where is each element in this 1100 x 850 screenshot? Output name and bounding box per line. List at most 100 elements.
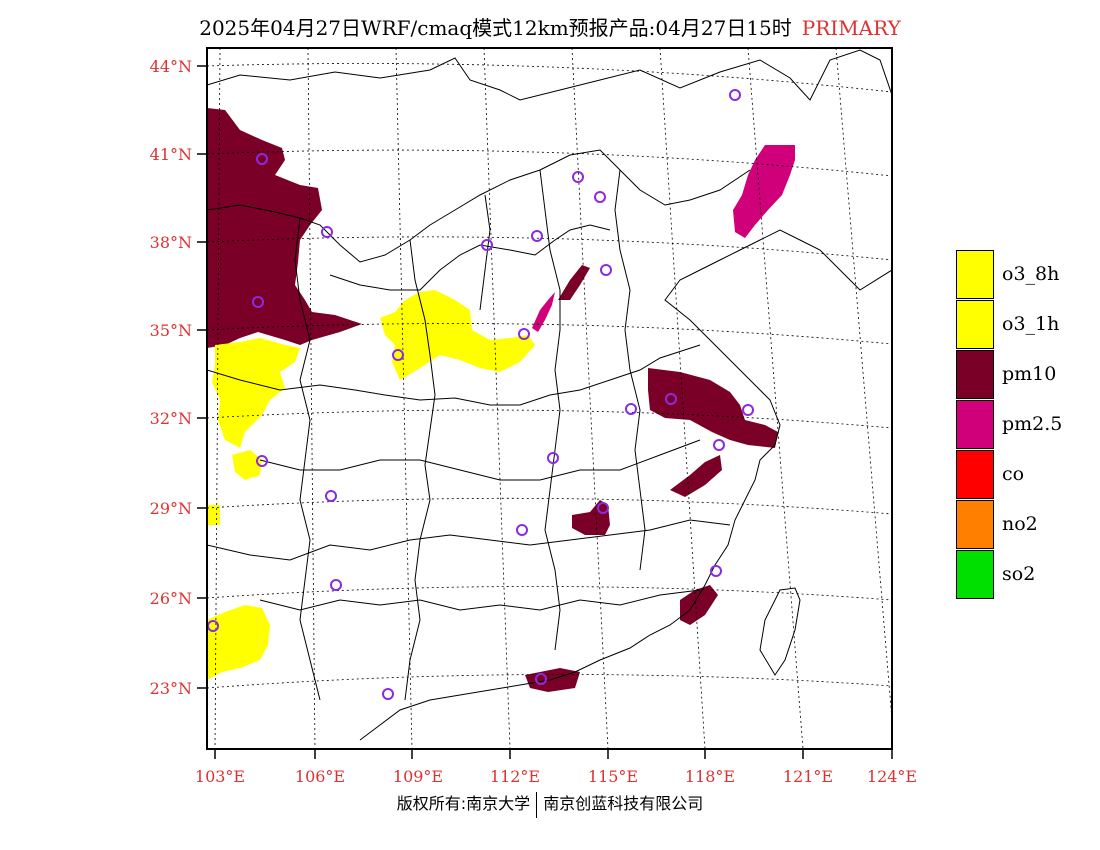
boundary-province-11 <box>479 194 491 311</box>
o3-region-sichuan-south <box>207 505 220 525</box>
boundary-province-10 <box>294 217 321 701</box>
station-marker <box>535 673 547 685</box>
o3-region-gansu <box>212 338 300 448</box>
o3-region-shaanxi <box>380 290 535 380</box>
station-marker <box>531 230 543 242</box>
pm10-region-hebei <box>558 265 590 300</box>
pm10-region-hunan <box>572 500 610 535</box>
boundary-taiwan <box>759 587 801 676</box>
legend-label: o3_8h <box>1002 263 1060 285</box>
station-marker <box>518 328 530 340</box>
legend-swatch <box>956 400 994 449</box>
lon-label: 109°E <box>393 767 443 786</box>
lat-label: 32°N <box>150 409 192 428</box>
pm10-region-zhejiang <box>670 455 722 497</box>
title-text: 2025年04月27日WRF/cmaq模式12km预报产品:04月27日15时 <box>199 16 792 40</box>
legend-item-pm25: pm2.5 <box>956 400 1096 450</box>
lon-label: 103°E <box>195 767 245 786</box>
lon-label: 118°E <box>685 767 735 786</box>
map-title: 2025年04月27日WRF/cmaq模式12km预报产品:04月27日15时 P… <box>0 12 1100 41</box>
pm10-region-west <box>207 108 362 348</box>
boundary-province-8 <box>539 169 561 651</box>
pm10-region-guangdong <box>525 668 580 692</box>
legend-label: o3_1h <box>1002 313 1060 335</box>
legend-label: co <box>1002 463 1025 485</box>
lat-label: 44°N <box>150 57 192 76</box>
lat-labels: 44°N 41°N 38°N 35°N 32°N 29°N 26°N 23°N <box>150 57 192 698</box>
boundary-province-6 <box>259 589 701 611</box>
boundary-coast-east <box>359 229 892 741</box>
boundary-province-9 <box>614 169 646 571</box>
station-marker <box>713 439 725 451</box>
station-marker <box>710 565 722 577</box>
boundary-province-2 <box>329 224 611 291</box>
lon-label: 124°E <box>867 767 917 786</box>
station-marker <box>600 264 612 276</box>
boundary-north <box>207 49 892 101</box>
o3-region-yunnan <box>207 605 270 680</box>
station-marker <box>256 455 268 467</box>
legend-swatch <box>956 300 994 349</box>
station-marker <box>392 349 404 361</box>
pm25-region-henan <box>532 292 555 332</box>
legend-label: pm10 <box>1002 363 1057 385</box>
legend-item-o3-8h: o3_8h <box>956 250 1096 300</box>
lon-label: 121°E <box>783 767 833 786</box>
graticule <box>207 48 892 749</box>
pollution-fields <box>207 108 795 692</box>
boundary-province-4 <box>259 439 701 481</box>
legend-item-pm10: pm10 <box>956 350 1096 400</box>
legend: o3_8h o3_1h pm10 pm2.5 co no2 so2 <box>956 250 1096 600</box>
legend-label: pm2.5 <box>1002 413 1063 435</box>
legend-label: no2 <box>1002 513 1038 535</box>
station-marker <box>594 191 606 203</box>
station-marker <box>665 393 677 405</box>
station-marker <box>597 502 609 514</box>
lat-label: 29°N <box>150 499 192 518</box>
station-marker <box>256 153 268 165</box>
pm25-region-liaoning <box>733 145 795 238</box>
tick-marks <box>197 65 893 759</box>
lon-label: 115°E <box>588 767 638 786</box>
station-marker <box>742 404 754 416</box>
station-marker <box>729 89 741 101</box>
boundary-province-3 <box>207 344 701 406</box>
lon-labels: 103°E 106°E 109°E 112°E 115°E 118°E 121°… <box>195 767 917 786</box>
station-marker <box>547 452 559 464</box>
lon-label: 106°E <box>295 767 345 786</box>
pm10-region-fujian <box>680 585 718 625</box>
station-marker <box>325 490 337 502</box>
station-marker <box>516 524 528 536</box>
lat-label: 41°N <box>150 145 192 164</box>
boundaries <box>207 49 892 741</box>
legend-swatch <box>956 550 994 599</box>
station-marker <box>481 239 493 251</box>
legend-item-no2: no2 <box>956 500 1096 550</box>
lat-label: 38°N <box>150 233 192 252</box>
legend-swatch <box>956 250 994 299</box>
station-marker <box>572 171 584 183</box>
copyright-right: 南京创蓝科技有限公司 <box>543 794 704 813</box>
legend-item-co: co <box>956 450 1096 500</box>
boundary-province-7 <box>404 239 436 701</box>
legend-swatch <box>956 500 994 549</box>
plot-frame <box>206 47 893 750</box>
station-marker <box>330 579 342 591</box>
lat-label: 35°N <box>150 321 192 340</box>
copyright-footer: 版权所有:南京大学 南京创蓝科技有限公司 <box>0 790 1100 818</box>
legend-item-so2: so2 <box>956 550 1096 600</box>
copyright-left: 版权所有:南京大学 <box>396 794 531 813</box>
legend-item-o3-1h: o3_1h <box>956 300 1096 350</box>
o3-region-sichuan-east <box>232 450 262 480</box>
boundary-province-1 <box>207 149 751 263</box>
station-marker <box>625 403 637 415</box>
station-marker <box>382 688 394 700</box>
legend-swatch <box>956 450 994 499</box>
pm10-region-east <box>648 368 778 448</box>
legend-label: so2 <box>1002 563 1036 585</box>
lat-label: 23°N <box>150 679 192 698</box>
footer-separator <box>536 791 538 818</box>
legend-swatch <box>956 350 994 399</box>
station-marker <box>321 226 333 238</box>
